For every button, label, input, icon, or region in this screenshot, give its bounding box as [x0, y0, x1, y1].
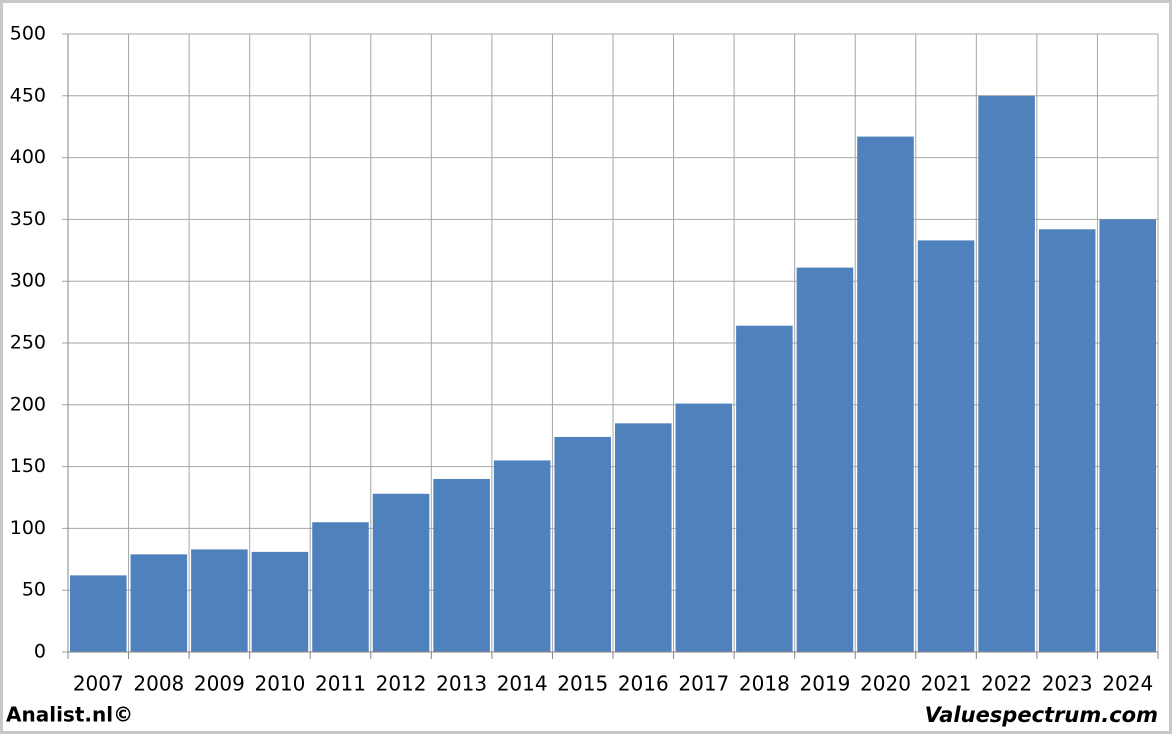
bar: [70, 575, 127, 652]
x-tick-label: 2024: [1102, 672, 1153, 696]
bar: [191, 549, 248, 652]
x-tick-label: 2019: [799, 672, 850, 696]
x-tick-label: 2011: [315, 672, 366, 696]
bar: [796, 267, 854, 652]
x-tick-label: 2021: [921, 672, 972, 696]
x-tick-label: 2022: [981, 672, 1032, 696]
y-tick-label: 150: [10, 455, 46, 477]
credit-right: Valuespectrum.com: [925, 703, 1158, 727]
y-tick-label: 350: [10, 208, 46, 230]
y-tick-label: 400: [10, 146, 46, 168]
bar: [917, 240, 975, 653]
x-tick-label: 2008: [133, 672, 184, 696]
y-tick-label: 100: [10, 517, 46, 539]
bar: [1099, 219, 1156, 652]
y-tick-label: 50: [22, 579, 46, 601]
bar: [615, 423, 672, 652]
x-tick-label: 2017: [678, 672, 729, 696]
bar: [130, 554, 188, 652]
bar: [736, 325, 793, 652]
x-tick-label: 2015: [557, 672, 608, 696]
bar: [312, 522, 369, 652]
credit-left: Analist.nl©: [6, 703, 133, 727]
bar: [978, 95, 1035, 653]
bar: [554, 436, 611, 652]
y-tick-label: 200: [10, 393, 46, 415]
bar: [493, 460, 551, 652]
x-tick-label: 2020: [860, 672, 911, 696]
x-tick-label: 2023: [1042, 672, 1093, 696]
bar: [1038, 229, 1096, 652]
x-tick-label: 2010: [254, 672, 305, 696]
bar: [675, 403, 733, 652]
x-tick-label: 2009: [194, 672, 245, 696]
x-tick-label: 2018: [739, 672, 790, 696]
x-tick-label: 2007: [73, 672, 124, 696]
y-tick-label: 450: [10, 84, 46, 106]
bar: [433, 478, 490, 652]
x-tick-label: 2013: [436, 672, 487, 696]
x-tick-label: 2012: [376, 672, 427, 696]
x-tick-label: 2016: [618, 672, 669, 696]
y-tick-label: 0: [34, 641, 46, 663]
y-tick-label: 300: [10, 270, 46, 292]
bar: [372, 493, 430, 652]
y-tick-label: 250: [10, 332, 46, 354]
bar: [857, 136, 914, 652]
bar: [251, 551, 309, 652]
y-tick-label: 500: [10, 23, 46, 45]
x-tick-label: 2014: [497, 672, 548, 696]
